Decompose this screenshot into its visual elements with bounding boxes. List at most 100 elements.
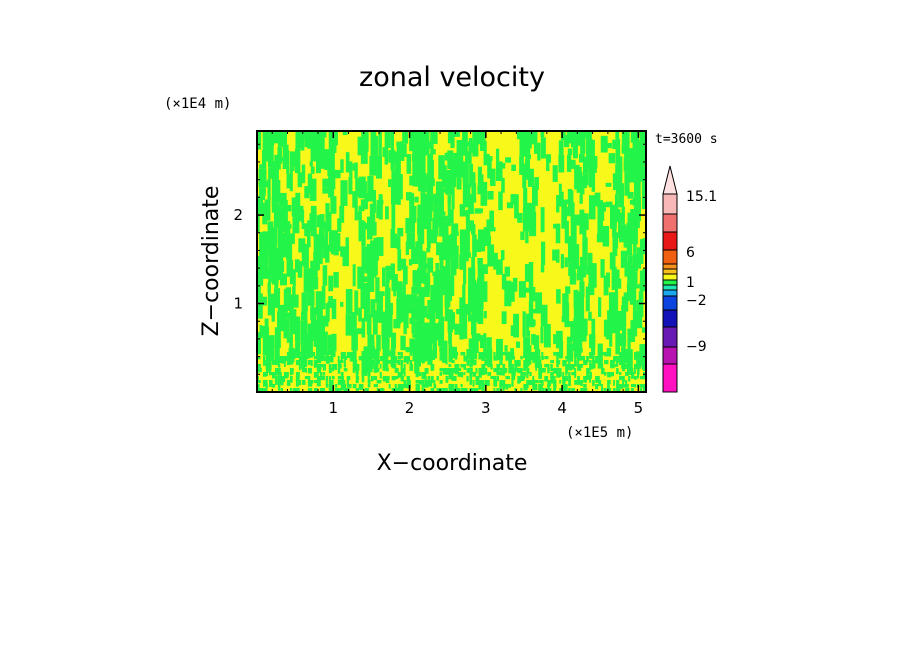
field-cell xyxy=(367,384,371,388)
field-cell xyxy=(451,388,456,392)
field-cell xyxy=(596,233,603,243)
field-cell xyxy=(580,131,586,154)
field-cell xyxy=(496,259,503,275)
y-tick-label: 1 xyxy=(233,295,243,313)
field-cell xyxy=(552,249,559,261)
field-cell xyxy=(496,148,500,162)
field-cell xyxy=(372,189,376,213)
field-cell xyxy=(577,356,582,361)
field-cell xyxy=(268,131,275,146)
field-cell xyxy=(268,277,275,283)
field-cell xyxy=(471,256,475,280)
field-cell xyxy=(319,372,323,376)
field-cell xyxy=(605,182,612,187)
field-cell xyxy=(313,231,317,238)
field-cell xyxy=(583,261,588,271)
field-cell xyxy=(462,183,469,208)
field-cell xyxy=(331,368,335,372)
field-cell xyxy=(427,356,431,363)
field-cell xyxy=(394,356,398,363)
field-cell xyxy=(330,196,337,214)
field-cell xyxy=(430,352,433,357)
field-cell xyxy=(625,384,629,388)
field-cell xyxy=(568,380,571,387)
field-cell xyxy=(279,192,287,208)
field-cell xyxy=(363,297,368,322)
field-cell xyxy=(556,360,561,365)
field-cell xyxy=(477,208,483,213)
field-cell xyxy=(438,292,443,317)
field-cell xyxy=(562,384,567,391)
field-cell xyxy=(304,186,310,199)
field-cell xyxy=(307,323,314,334)
field-cell xyxy=(483,333,487,356)
field-cell xyxy=(521,140,527,157)
field-cell xyxy=(358,307,362,322)
field-cell xyxy=(535,360,539,366)
field-cell xyxy=(274,372,280,376)
field-cell xyxy=(349,356,354,362)
field-cell xyxy=(406,380,411,385)
field-cell xyxy=(621,327,627,347)
field-cell xyxy=(637,372,640,379)
field-cell xyxy=(568,360,571,365)
field-cell xyxy=(273,180,281,203)
time-label: t=3600 s xyxy=(655,132,718,147)
field-cell xyxy=(349,384,352,388)
field-cell xyxy=(325,303,330,322)
field-cell xyxy=(420,268,426,284)
field-cell xyxy=(273,237,278,248)
field-cell xyxy=(381,311,389,338)
field-cell xyxy=(615,131,620,139)
field-cell xyxy=(435,227,439,237)
field-cell xyxy=(480,174,484,182)
field-cell xyxy=(352,368,356,373)
field-cell xyxy=(632,253,639,272)
field-cell xyxy=(518,281,526,298)
field-cell xyxy=(486,219,490,236)
field-cell xyxy=(415,380,421,384)
colorbar: 15.1 6 1 −2 −9 xyxy=(662,165,717,393)
field-cell xyxy=(502,372,505,376)
field-cell xyxy=(511,164,516,171)
field-cell xyxy=(304,292,308,312)
field-cell xyxy=(279,157,285,162)
field-cell xyxy=(469,380,472,385)
field-cell xyxy=(597,200,604,208)
field-cell xyxy=(478,229,486,252)
field-cell xyxy=(589,360,592,365)
field-cell xyxy=(360,146,368,164)
field-cell xyxy=(540,326,544,344)
field-cell xyxy=(450,233,457,258)
field-cell xyxy=(579,348,583,353)
field-cell xyxy=(615,310,623,331)
field-cell xyxy=(400,368,406,374)
field-cell xyxy=(421,380,425,387)
field-cell xyxy=(321,285,326,310)
field-cell xyxy=(468,152,472,157)
field-cell xyxy=(415,160,421,171)
field-cell xyxy=(613,388,616,392)
field-cell xyxy=(629,199,634,205)
field-cell xyxy=(605,320,612,340)
field-cell xyxy=(533,335,540,350)
field-cell xyxy=(615,278,622,289)
field-cell xyxy=(454,356,458,360)
field-cell xyxy=(295,360,300,366)
field-cell xyxy=(277,380,282,385)
field-cell xyxy=(319,364,324,368)
field-cell xyxy=(451,312,456,330)
field-cell xyxy=(415,356,419,362)
field-cell xyxy=(280,360,285,364)
field-cell xyxy=(373,368,378,373)
field-cell xyxy=(525,218,529,244)
field-cell xyxy=(433,323,440,341)
field-cell xyxy=(394,384,397,390)
field-cell xyxy=(594,192,601,207)
field-cell xyxy=(286,243,291,260)
axis-ticks: 1 2 3 4 5 1 2 xyxy=(233,131,646,417)
field-cell xyxy=(591,334,596,356)
field-cell xyxy=(376,237,384,257)
field-cell xyxy=(262,242,267,250)
field-cell xyxy=(639,270,644,283)
